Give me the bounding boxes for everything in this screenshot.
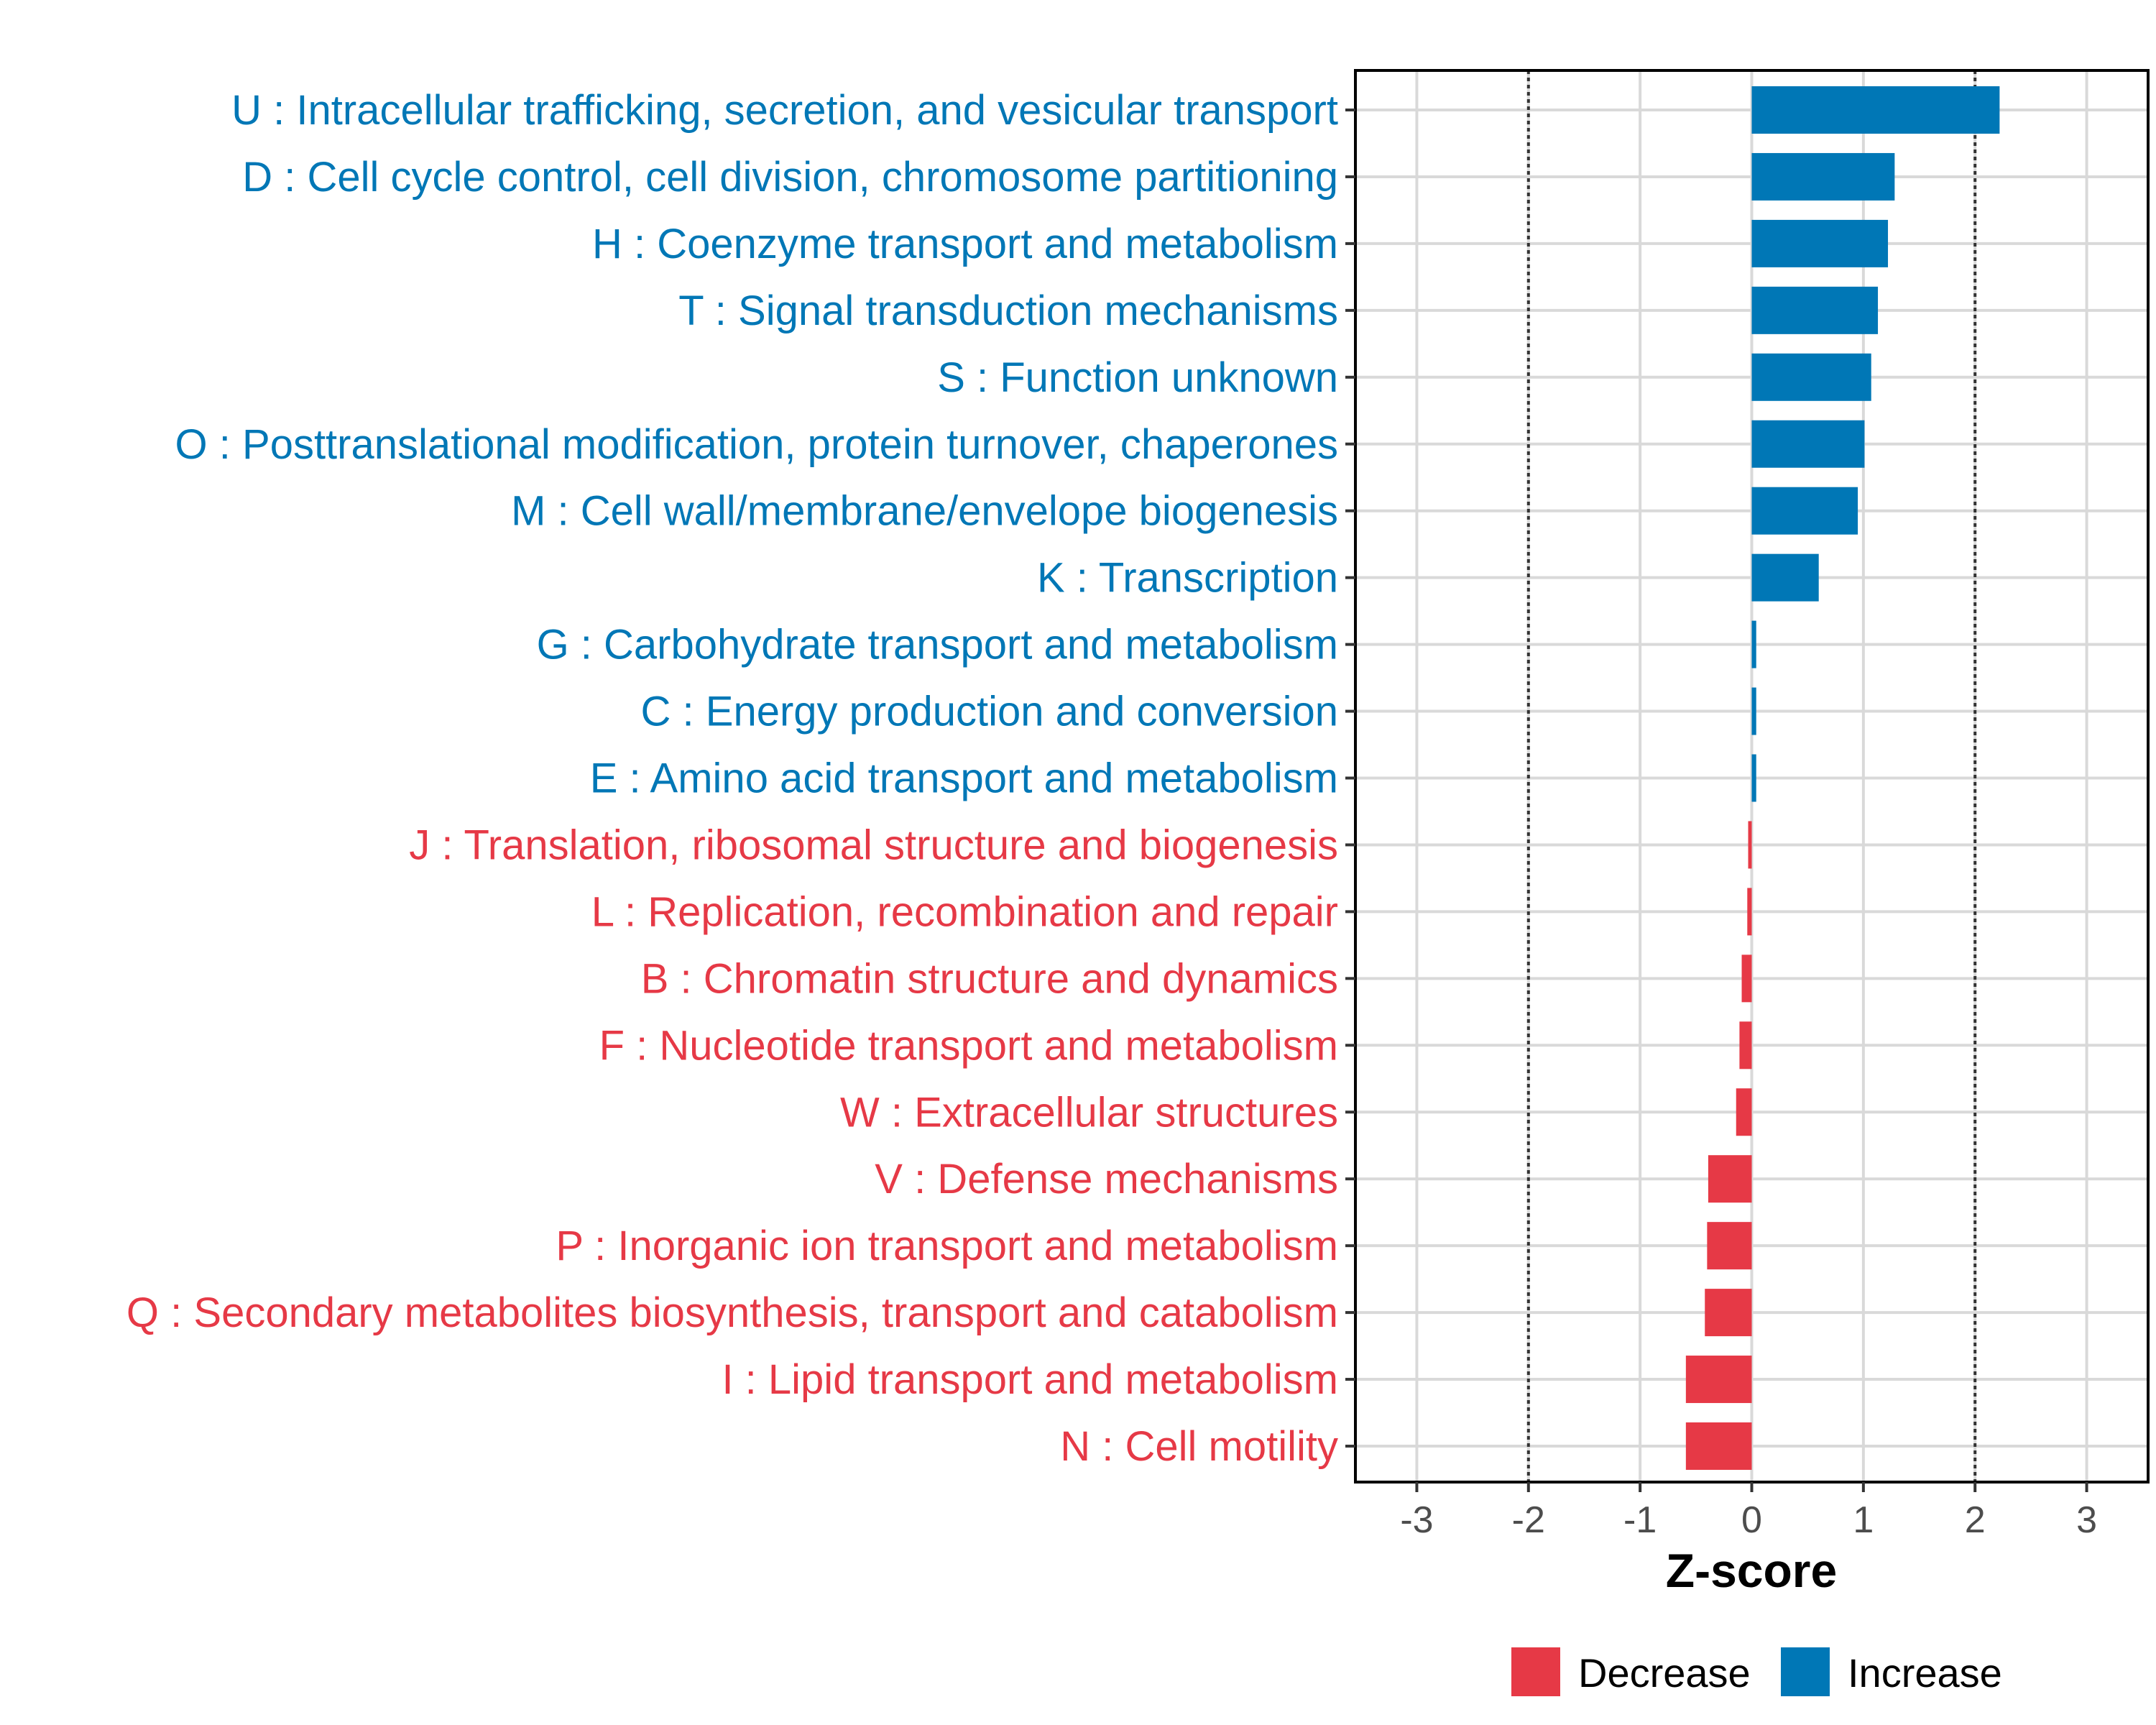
bar-19 [1685, 1356, 1752, 1404]
x-tick-label-6: 3 [2076, 1499, 2097, 1541]
bar-1 [1751, 152, 1895, 201]
category-label-8: G : Carbohydrate transport and metabolis… [537, 622, 1338, 668]
category-label-19: I : Lipid transport and metabolism [722, 1356, 1338, 1403]
bar-4 [1751, 353, 1871, 401]
category-label-11: J : Translation, ribosomal structure and… [409, 822, 1338, 868]
category-labels: U : Intracellular trafficking, secretion… [126, 87, 1338, 1470]
bar-15 [1736, 1088, 1752, 1136]
category-label-17: P : Inorganic ion transport and metaboli… [556, 1223, 1338, 1269]
bar-14 [1739, 1021, 1752, 1070]
bar-0 [1751, 86, 2000, 134]
bar-12 [1747, 888, 1752, 936]
category-label-4: S : Function unknown [937, 354, 1338, 401]
reference-lines [1526, 70, 1977, 1482]
bar-18 [1705, 1289, 1752, 1337]
bar-5 [1751, 420, 1865, 468]
bar-20 [1685, 1422, 1752, 1470]
y-axis-ticks [1345, 109, 1355, 1448]
bar-17 [1707, 1222, 1752, 1270]
bar-7 [1751, 553, 1819, 602]
bar-3 [1751, 286, 1879, 334]
category-label-0: U : Intracellular trafficking, secretion… [231, 87, 1338, 134]
category-label-14: F : Nucleotide transport and metabolism [599, 1022, 1338, 1069]
category-label-16: V : Defense mechanisms [875, 1156, 1338, 1202]
legend-swatch-decrease [1511, 1647, 1560, 1696]
x-tick-label-4: 1 [1853, 1499, 1874, 1541]
bar-16 [1708, 1155, 1752, 1203]
bar-6 [1751, 487, 1858, 535]
category-label-13: B : Chromatin structure and dynamics [641, 955, 1338, 1002]
category-label-6: M : Cell wall/membrane/envelope biogenes… [511, 488, 1338, 535]
x-axis-ticks: -3 -2 -1 0 1 2 3 [1400, 1482, 2097, 1541]
x-tick-label-1: -2 [1512, 1499, 1545, 1541]
x-tick-label-5: 2 [1965, 1499, 1986, 1541]
category-label-9: C : Energy production and conversion [641, 689, 1338, 735]
category-label-1: D : Cell cycle control, cell division, c… [242, 154, 1338, 201]
category-label-2: H : Coenzyme transport and metabolism [592, 221, 1338, 267]
bars [1685, 86, 2000, 1470]
bar-2 [1751, 219, 1889, 267]
category-label-12: L : Replication, recombination and repai… [591, 888, 1338, 935]
legend-swatch-increase [1781, 1647, 1830, 1696]
category-label-10: E : Amino acid transport and metabolism [590, 755, 1338, 802]
bar-11 [1748, 821, 1752, 869]
legend-label-decrease: Decrease [1578, 1650, 1751, 1696]
category-label-7: K : Transcription [1037, 555, 1338, 602]
bar-13 [1741, 954, 1752, 1003]
category-label-15: W : Extracellular structures [840, 1089, 1338, 1136]
category-label-20: N : Cell motility [1060, 1423, 1338, 1470]
category-label-18: Q : Secondary metabolites biosynthesis, … [126, 1289, 1338, 1336]
x-tick-label-0: -3 [1400, 1499, 1433, 1541]
bar-10 [1751, 754, 1756, 802]
x-tick-label-3: 0 [1741, 1499, 1762, 1541]
legend: Decrease Increase [1511, 1647, 2002, 1696]
category-label-3: T : Signal transduction mechanisms [678, 288, 1338, 334]
bar-8 [1751, 620, 1756, 668]
x-tick-label-2: -1 [1623, 1499, 1657, 1541]
category-label-5: O : Posttranslational modification, prot… [175, 421, 1338, 468]
bar-9 [1751, 687, 1756, 735]
legend-label-increase: Increase [1848, 1650, 2002, 1696]
x-axis-title: Z-score [1666, 1544, 1837, 1597]
